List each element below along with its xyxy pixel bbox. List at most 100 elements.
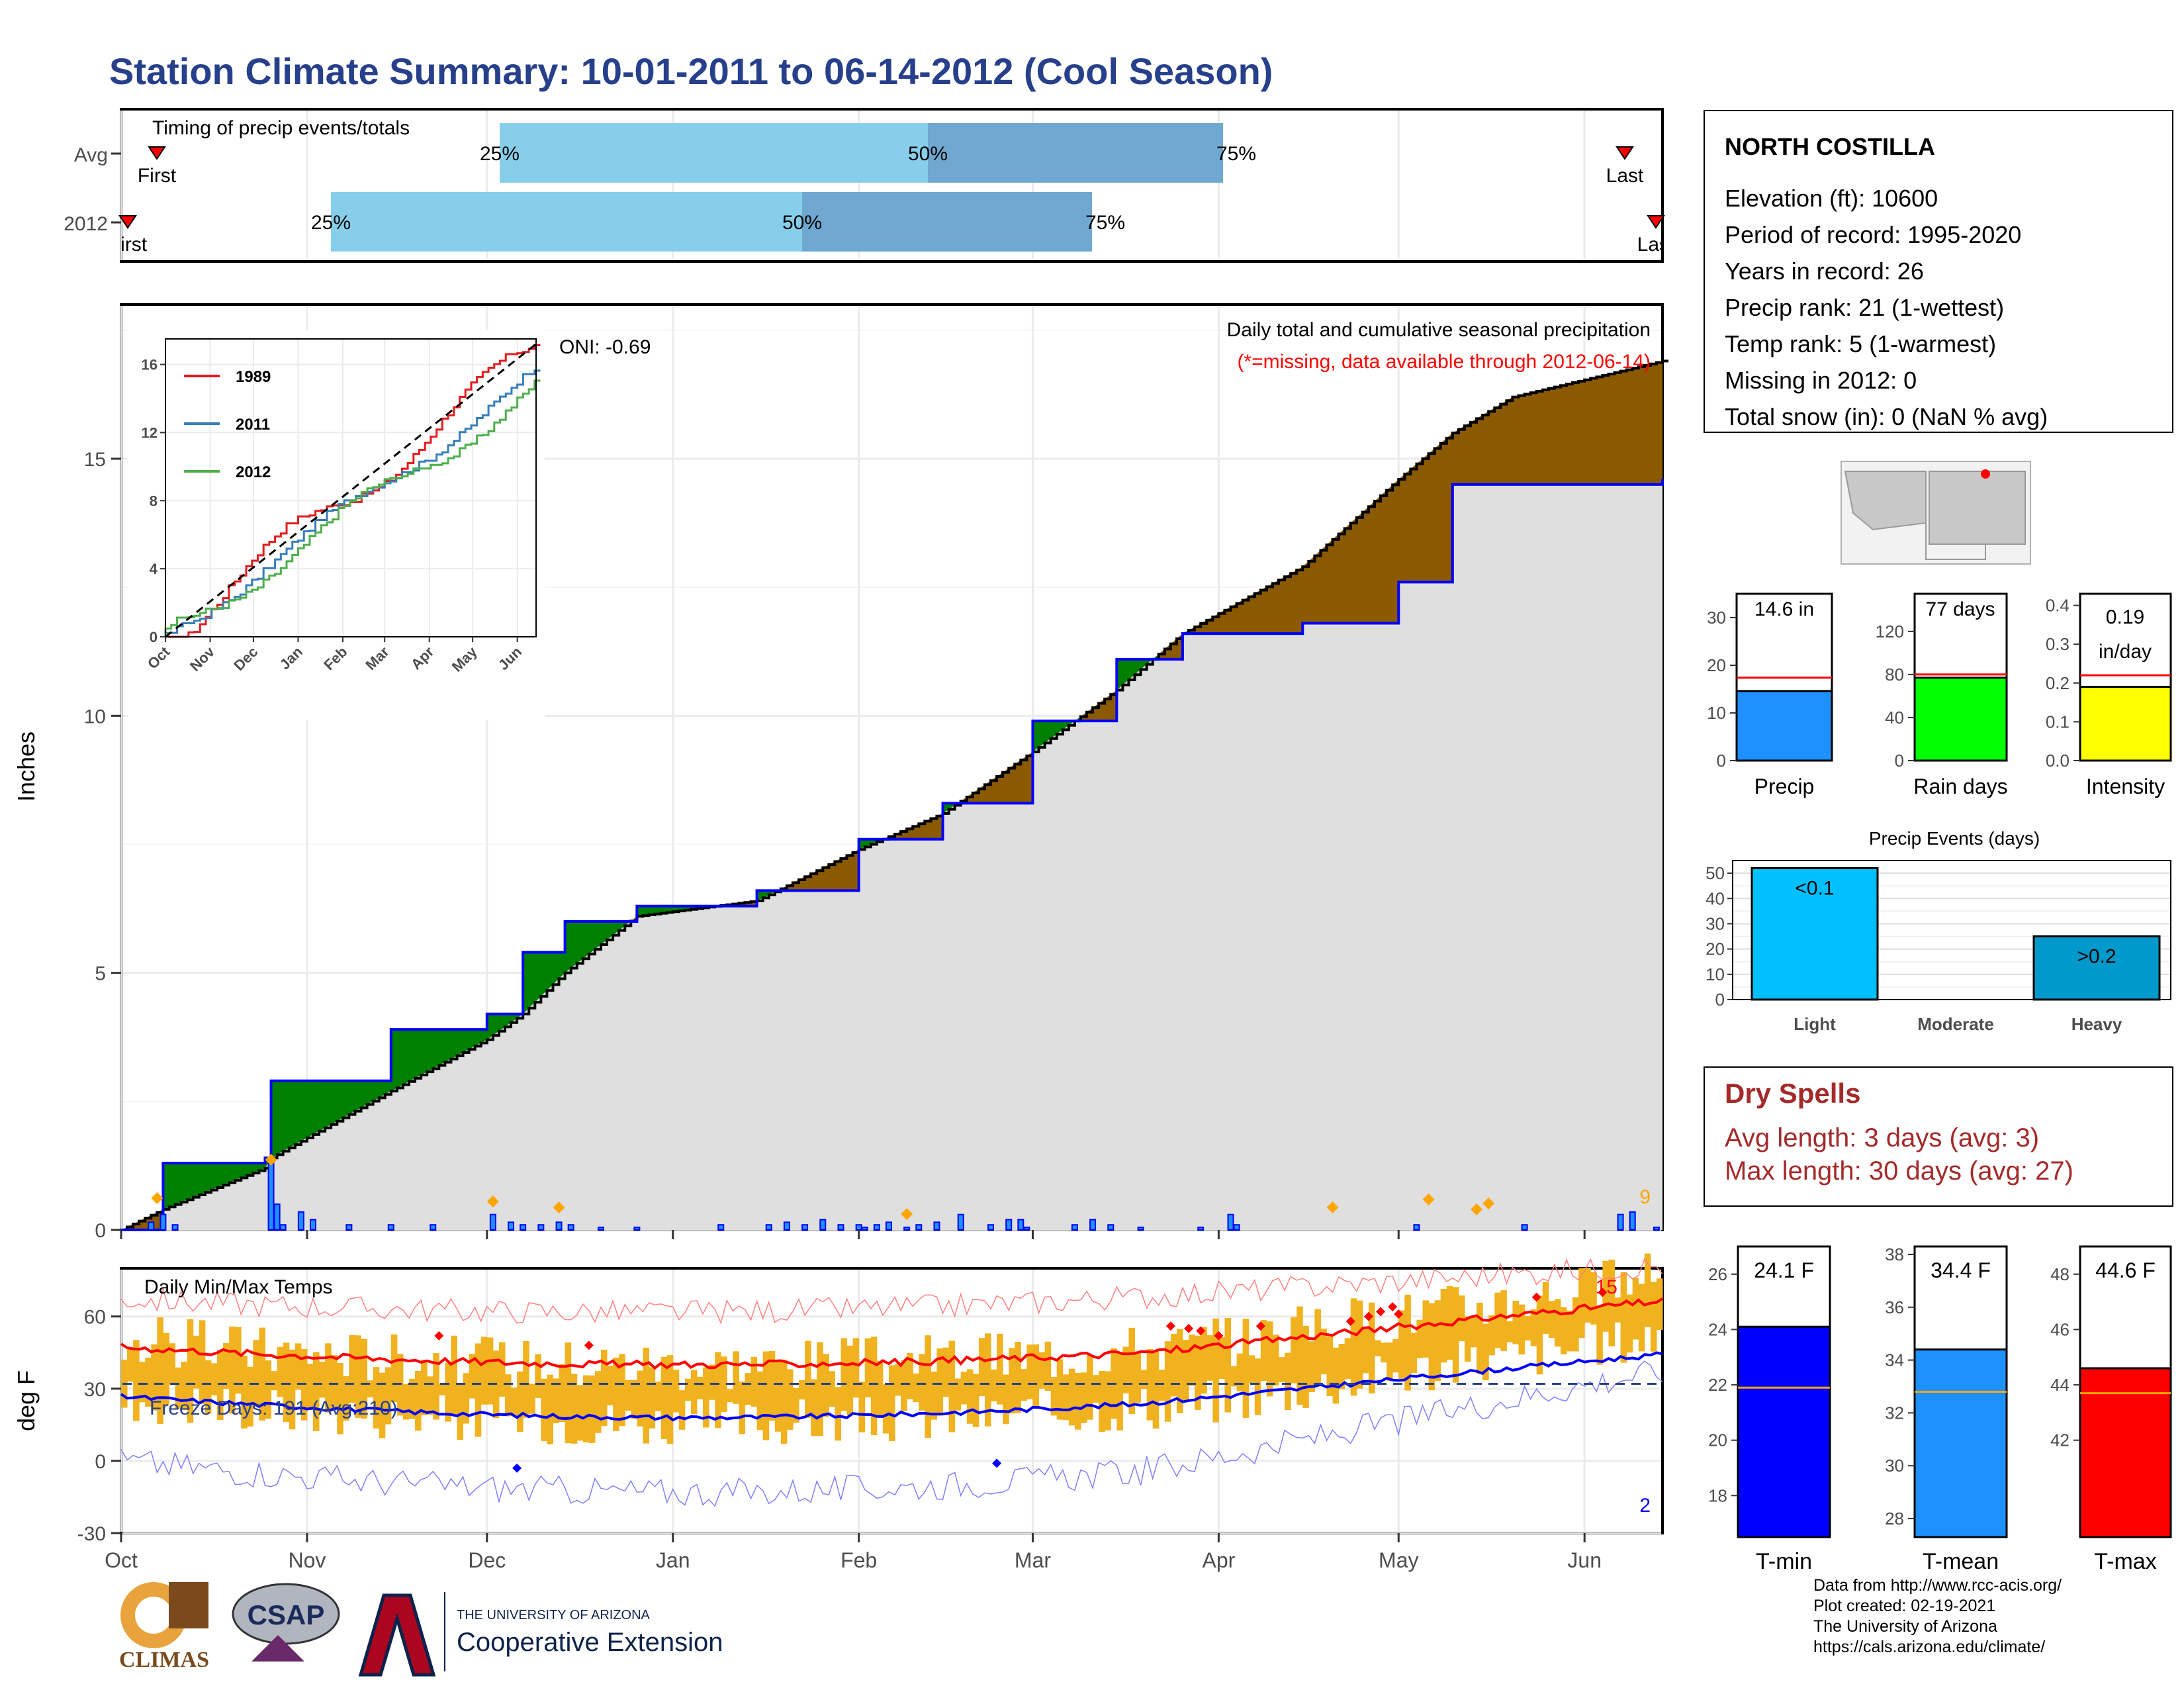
daily-temp-bar bbox=[1218, 1336, 1225, 1380]
daily-precip-bar bbox=[297, 1211, 304, 1231]
daily-temp-bar bbox=[1272, 1335, 1279, 1386]
daily-temp-bar bbox=[1062, 1374, 1069, 1421]
daily-precip-bar bbox=[885, 1221, 892, 1231]
event-category-label: Heavy bbox=[2071, 1014, 2122, 1034]
daily-temp-bar bbox=[660, 1356, 668, 1439]
daily-temp-bar bbox=[1471, 1315, 1477, 1348]
daily-temp-bar bbox=[373, 1367, 380, 1429]
station-info-line: Total snow (in): 0 (NaN % avg) bbox=[1725, 403, 2048, 430]
daily-temp-bar bbox=[1068, 1368, 1075, 1426]
missing-note: (*=missing, data available through 2012-… bbox=[1237, 351, 1651, 373]
daily-precip-bar bbox=[1521, 1224, 1528, 1231]
daily-temp-bar bbox=[349, 1335, 355, 1403]
climas-sun-icon bbox=[135, 1597, 172, 1634]
map-state bbox=[1844, 471, 1927, 531]
daily-temp-bar bbox=[1452, 1287, 1459, 1383]
timing-bar-50-75 bbox=[802, 192, 1092, 252]
footer-line: https://cals.arizona.edu/climate/ bbox=[1813, 1638, 2046, 1656]
daily-precip-bar bbox=[765, 1224, 772, 1231]
daily-temp-bar bbox=[1297, 1306, 1303, 1405]
daily-temp-bar bbox=[1614, 1297, 1621, 1323]
precip-event-marker bbox=[1326, 1201, 1339, 1213]
daily-temp-bar bbox=[1338, 1344, 1345, 1389]
tmean-y-tick: 36 bbox=[1885, 1297, 1904, 1317]
daily-precip-bar bbox=[957, 1213, 964, 1231]
daily-temp-bar bbox=[253, 1340, 259, 1405]
daily-temp-bar bbox=[1291, 1317, 1297, 1383]
dry-spell-max: Max length: 30 days (avg: 27) bbox=[1725, 1156, 2073, 1186]
daily-temp-bar bbox=[1512, 1301, 1520, 1344]
daily-temp-bar bbox=[127, 1347, 134, 1382]
record-high-marker bbox=[1165, 1321, 1175, 1331]
daily-temp-bar bbox=[576, 1385, 584, 1441]
daily-temp-bar bbox=[445, 1362, 451, 1422]
temps-label: Daily Min/Max Temps bbox=[144, 1276, 333, 1298]
month-label: Apr bbox=[1202, 1548, 1235, 1572]
rain-days-value: 77 days bbox=[1925, 598, 1995, 620]
daily-temp-bar bbox=[1254, 1358, 1261, 1415]
footer-line: Plot created: 02-19-2021 bbox=[1813, 1597, 1996, 1615]
intensity-y-tick: 0.2 bbox=[2046, 673, 2070, 693]
daily-temp-bar bbox=[978, 1338, 985, 1397]
daily-temp-bar bbox=[625, 1380, 631, 1411]
tmean-label: T-mean bbox=[1923, 1549, 1999, 1574]
daily-precip-bar bbox=[1233, 1224, 1240, 1231]
record-high-marker bbox=[434, 1331, 444, 1340]
station-info-line: Elevation (ft): 10600 bbox=[1725, 185, 1938, 212]
daily-temp-bar bbox=[1644, 1253, 1651, 1327]
intensity-y-tick: 0.1 bbox=[2046, 712, 2070, 731]
daily-temp-bar bbox=[385, 1367, 392, 1425]
daily-temp-bar bbox=[1506, 1321, 1513, 1342]
daily-precip-bar bbox=[1227, 1213, 1234, 1231]
station-info-line: Temp rank: 5 (1-warmest) bbox=[1725, 330, 1996, 357]
daily-temp-bar bbox=[1314, 1309, 1321, 1385]
daily-temp-bar bbox=[901, 1360, 907, 1411]
daily-temp-bar bbox=[1434, 1300, 1441, 1382]
daily-temp-bar bbox=[1602, 1260, 1609, 1332]
daily-temp-bar bbox=[1074, 1372, 1081, 1430]
events-y-tick: 40 bbox=[1706, 888, 1725, 908]
record-high-count: 15 bbox=[1596, 1276, 1617, 1298]
daily-temp-bar bbox=[337, 1363, 343, 1434]
daily-temp-bar bbox=[1152, 1351, 1160, 1429]
daily-temp-bar bbox=[1015, 1342, 1021, 1413]
daily-temp-bar bbox=[1356, 1300, 1363, 1389]
daily-temp-bar bbox=[1122, 1346, 1129, 1393]
daily-temp-bar bbox=[325, 1343, 332, 1413]
daily-precip-bar bbox=[1017, 1219, 1024, 1231]
daily-temp-bar bbox=[739, 1381, 745, 1434]
below-avg-area bbox=[127, 361, 1662, 1230]
daily-temp-bar bbox=[517, 1371, 523, 1432]
daily-temp-bar bbox=[480, 1336, 488, 1405]
footer-line: Data from http://www.rcc-acis.org/ bbox=[1813, 1576, 2062, 1595]
daily-temp-bar bbox=[216, 1350, 224, 1421]
record-high-marker bbox=[1363, 1311, 1373, 1321]
daily-temp-bar bbox=[721, 1356, 727, 1412]
record-high-marker bbox=[1255, 1321, 1265, 1331]
record-high-marker bbox=[1184, 1323, 1194, 1333]
daily-temp-bar bbox=[1080, 1372, 1087, 1423]
daily-precip-bar bbox=[1137, 1227, 1144, 1231]
daily-temp-bar bbox=[133, 1340, 140, 1421]
daily-temp-bar bbox=[1548, 1301, 1555, 1338]
daily-temp-bar bbox=[367, 1380, 374, 1397]
tmax-label: T-max bbox=[2094, 1549, 2156, 1574]
daily-temp-bar bbox=[715, 1352, 721, 1429]
daily-precip-bar bbox=[430, 1224, 437, 1231]
daily-temp-bar bbox=[1056, 1359, 1064, 1420]
footer-credits: Data from http://www.rcc-acis.org/ Plot … bbox=[1813, 1575, 2062, 1658]
precip-event-marker bbox=[265, 1154, 277, 1166]
daily-temp-bar bbox=[1650, 1282, 1657, 1352]
station-info-line: Precip rank: 21 (1-wettest) bbox=[1725, 294, 2004, 321]
daily-temp-bar bbox=[259, 1327, 265, 1421]
events-y-tick: 10 bbox=[1706, 964, 1725, 984]
daily-temp-bar bbox=[972, 1374, 979, 1427]
legend-label: 2012 bbox=[236, 463, 271, 481]
daily-temp-bar bbox=[1099, 1370, 1105, 1432]
temp-y-tick: -30 bbox=[77, 1523, 106, 1545]
intensity-value: 0.19 bbox=[2106, 606, 2144, 628]
daily-temp-bar bbox=[1248, 1355, 1255, 1383]
month-label: May bbox=[1379, 1548, 1418, 1572]
daily-temp-bar bbox=[331, 1355, 338, 1409]
daily-temp-bar bbox=[780, 1359, 788, 1444]
